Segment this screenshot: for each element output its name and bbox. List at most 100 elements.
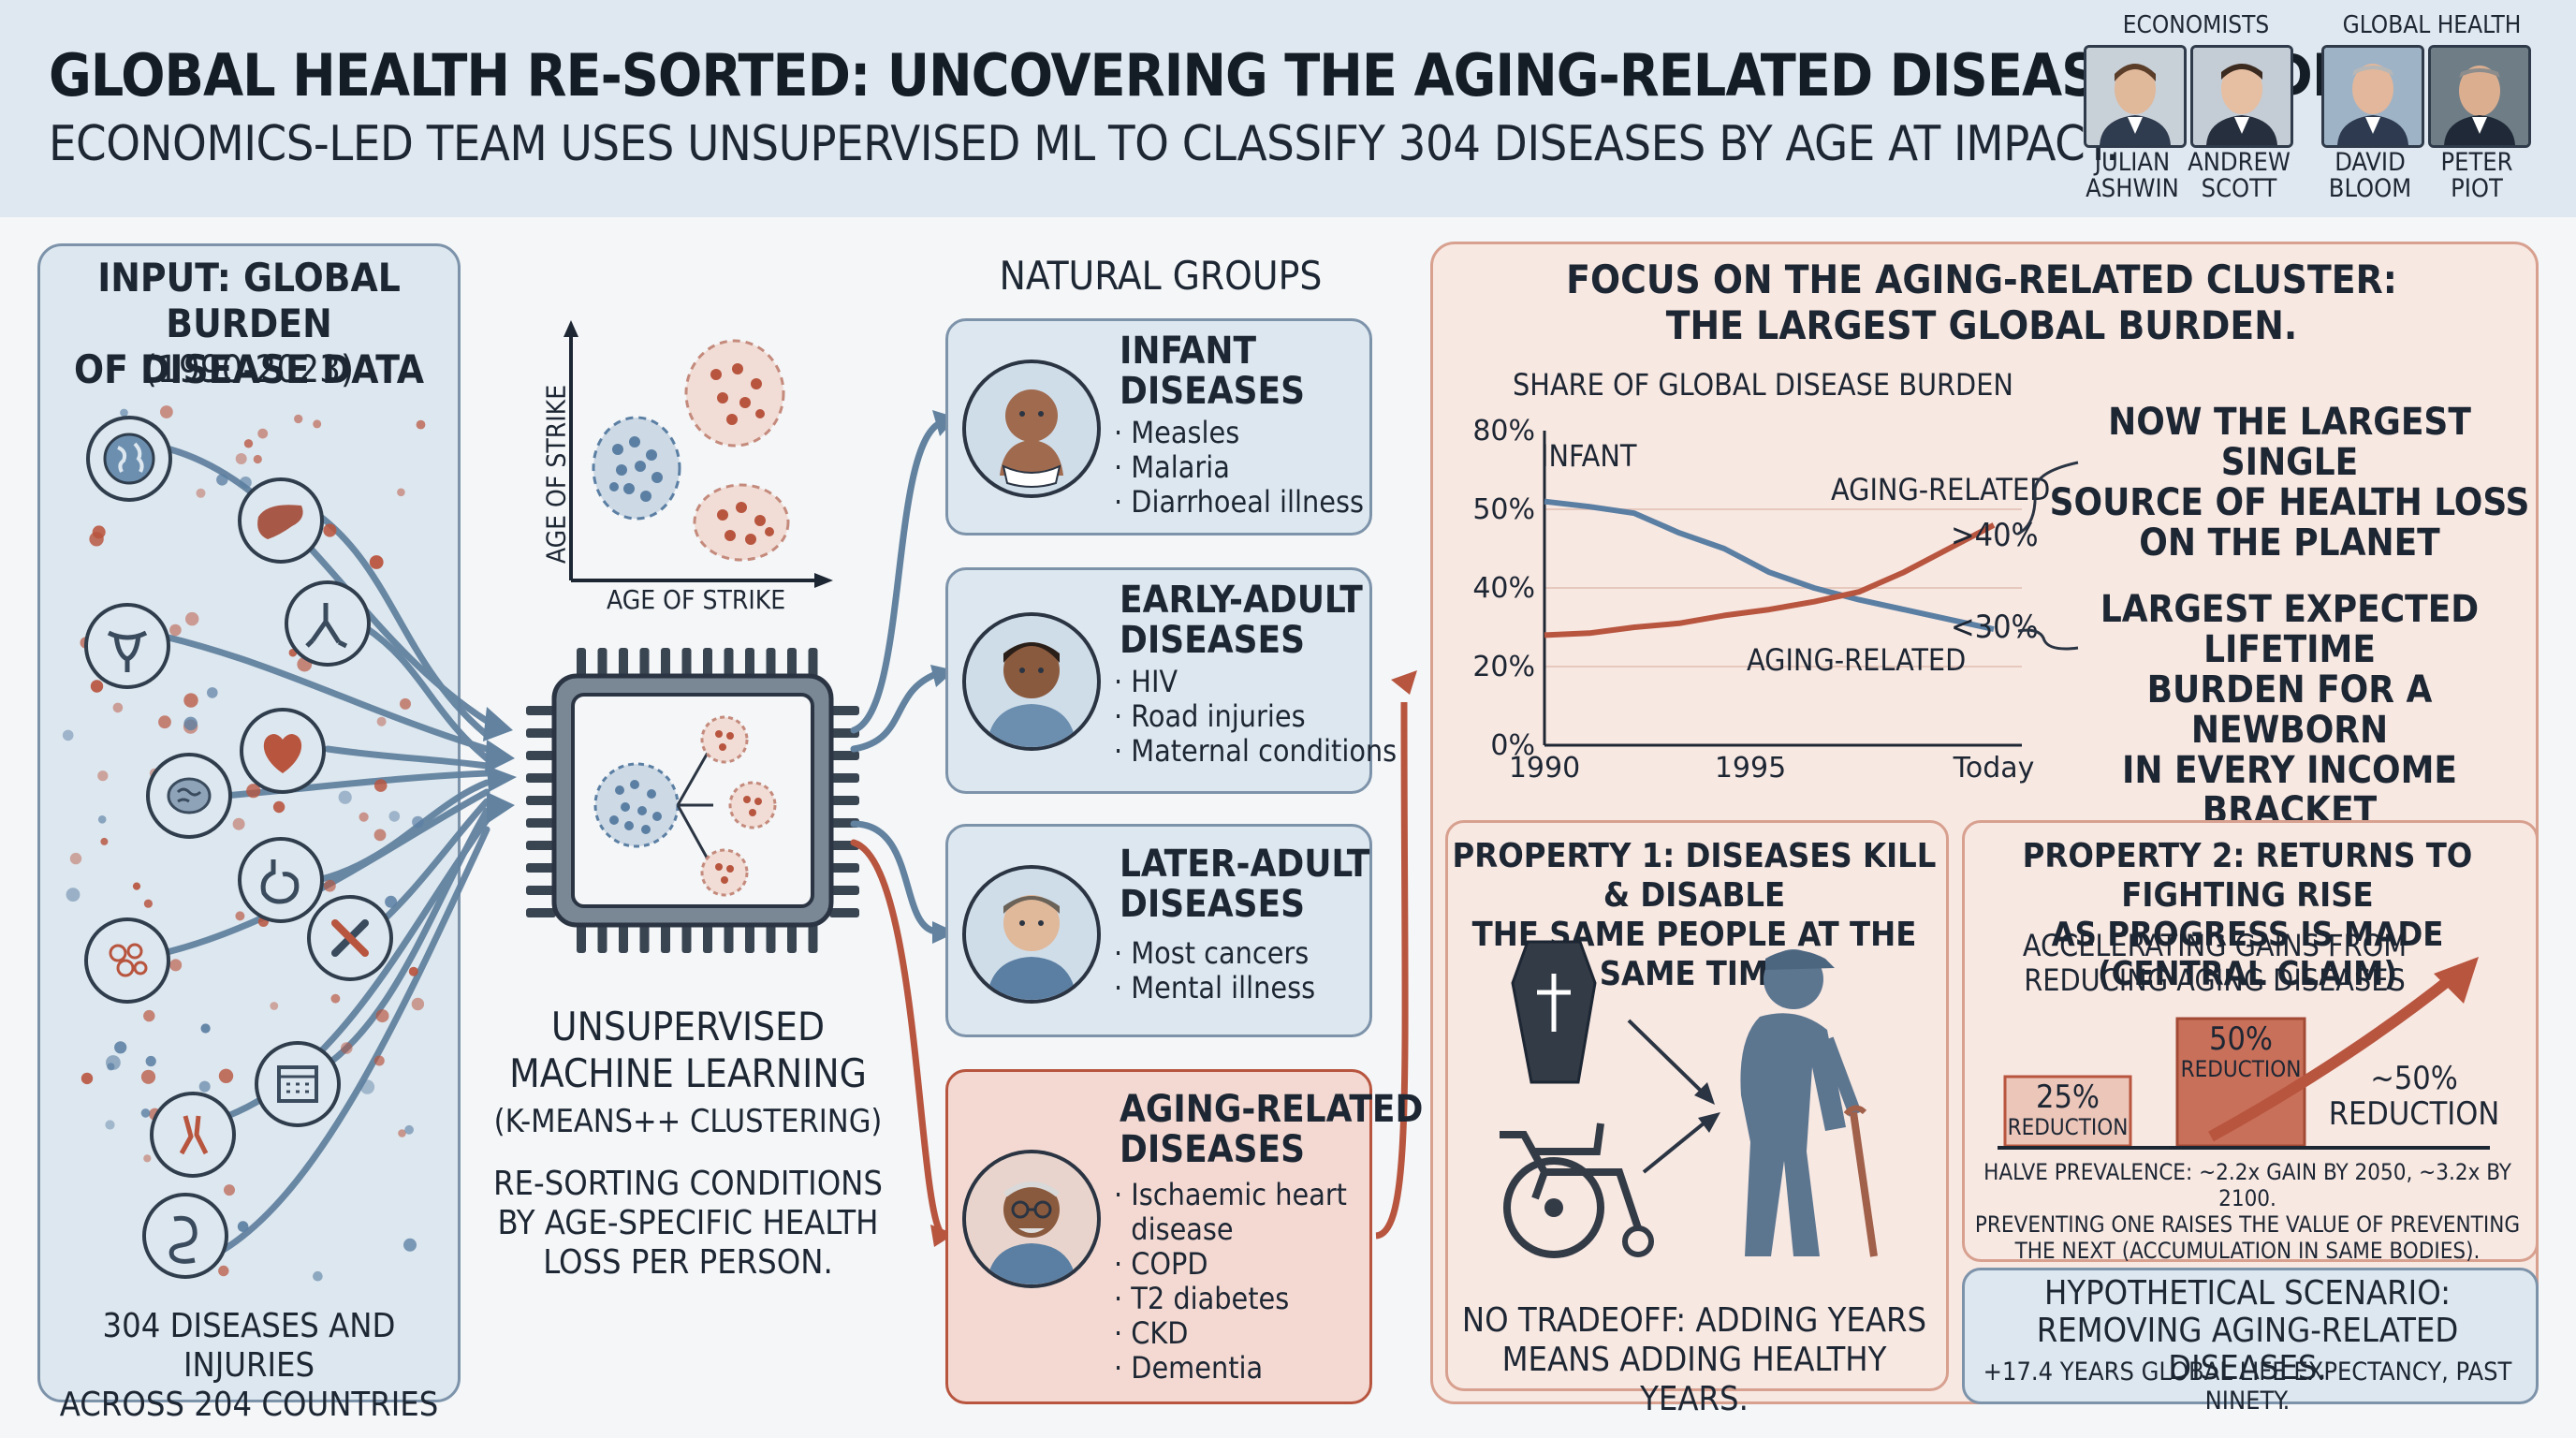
input-footer: 304 DISEASES AND INJURIES ACROSS 204 COUN… xyxy=(59,1307,439,1424)
age-scatter-plot xyxy=(564,320,833,588)
data-dot xyxy=(196,488,206,498)
input-years: (1990-2023) xyxy=(143,348,355,391)
data-dot xyxy=(183,716,198,731)
data-dot xyxy=(218,1068,234,1083)
series-label-infant: INFANT xyxy=(1541,438,1637,474)
accelerating-gains-graphic xyxy=(1998,957,2490,1150)
data-dot xyxy=(375,1009,389,1023)
group-label-economists: ECONOMISTS xyxy=(2122,11,2270,39)
data-dot xyxy=(272,800,285,814)
scenario-text: +17.4 YEARS GLOBAL LIFE EXPECTANCY, PAST… xyxy=(1983,1357,2512,1416)
infant-title: INFANT DISEASES xyxy=(1120,330,1306,413)
data-dot xyxy=(218,1265,229,1277)
ml-chip-graphic xyxy=(526,648,859,953)
group-label-global-health: GLOBAL HEALTH xyxy=(2342,11,2522,39)
scenario-card xyxy=(1962,1268,2539,1404)
series-label-aging-top: AGING-RELATED xyxy=(1831,472,2051,507)
data-dot xyxy=(373,829,387,842)
name-julian-ashwin: JULIAN ASHWIN xyxy=(2086,148,2179,203)
aging-avatar xyxy=(962,1150,1101,1288)
data-dot xyxy=(200,1023,211,1034)
globe-icon xyxy=(86,416,172,502)
y-tick-label: 0% xyxy=(1490,729,1535,762)
joint-icon xyxy=(150,1092,236,1178)
data-dot xyxy=(359,812,369,822)
group-flow-arrows xyxy=(850,410,1417,1247)
portrait-david-bloom xyxy=(2321,45,2424,148)
bar1-label: REDUCTION xyxy=(2007,1114,2129,1140)
data-dot xyxy=(62,729,74,741)
data-dot xyxy=(169,959,183,972)
data-dot xyxy=(183,693,198,708)
stomach-icon xyxy=(238,837,324,923)
data-dot xyxy=(313,419,322,429)
y-tick-label: 20% xyxy=(1472,651,1535,683)
property-2-card xyxy=(1962,820,2539,1262)
data-dot xyxy=(240,477,252,489)
name-peter-piot: PETER PIOT xyxy=(2440,148,2513,203)
data-dot xyxy=(411,997,425,1011)
data-dot xyxy=(235,911,245,921)
later-adult-items: · Most cancers · Mental illness xyxy=(1114,935,1316,1005)
heart-icon xyxy=(240,708,326,794)
ml-title: UNSUPERVISED MACHINE LEARNING xyxy=(509,1004,867,1096)
property-1-footer: NO TRADEOFF: ADDING YEARS MEANS ADDING HE… xyxy=(1461,1301,1927,1418)
data-dot xyxy=(323,523,337,537)
x-tick-label: Today xyxy=(1953,752,2035,785)
ml-subtitle: (K-MEANS++ CLUSTERING) xyxy=(493,1103,883,1140)
data-dot xyxy=(158,715,171,729)
ml-description: RE-SORTING CONDITIONS BY AGE-SPECIFIC HEA… xyxy=(493,1165,883,1282)
data-dot xyxy=(412,815,424,829)
series-label-aging-bottom: AGING-RELATED xyxy=(1747,642,1967,678)
data-dot xyxy=(140,1108,151,1118)
data-dot xyxy=(257,428,269,439)
chart-title: SHARE OF GLOBAL DISEASE BURDEN xyxy=(1513,367,2013,403)
data-dot xyxy=(132,882,141,890)
data-dot xyxy=(143,1009,155,1022)
early-adult-avatar xyxy=(962,612,1101,751)
brain-icon xyxy=(146,753,232,839)
property-2-subtitle: ACCELERATING GAINS FROM REDUCING AGING DI… xyxy=(2022,928,2408,998)
scenario-title: HYPOTHETICAL SCENARIO: REMOVING AGING-REL… xyxy=(2036,1274,2459,1387)
y-tick-label: 80% xyxy=(1472,415,1535,448)
aging-title: AGING-RELATED DISEASES xyxy=(1120,1088,1424,1171)
end-label-high: >40% xyxy=(1951,517,2039,554)
bar3-label: REDUCTION xyxy=(2328,1095,2500,1133)
series-line-0 xyxy=(1544,498,1995,633)
data-dot xyxy=(359,1079,375,1094)
page-title: GLOBAL HEALTH RE-SORTED: UNCOVERING THE … xyxy=(49,41,2409,110)
bar2-percent: 50% xyxy=(2209,1020,2273,1058)
property-1-title: PROPERTY 1: DISEASES KILL & DISABLE THE S… xyxy=(1452,837,1937,993)
property-2-note: HALVE PREVALENCE: ~2.2x GAIN BY 2050, ~3… xyxy=(1974,1159,2521,1264)
y-tick-label: 40% xyxy=(1472,572,1535,605)
data-dot xyxy=(105,1120,115,1130)
data-dot xyxy=(243,439,254,448)
early-adult-title: EARLY-ADULT DISEASES xyxy=(1120,579,1363,662)
data-dot xyxy=(207,687,218,698)
callout-connectors xyxy=(2017,461,2079,651)
data-dot xyxy=(253,454,262,464)
cells-icon xyxy=(84,917,170,1004)
property-1-illustration xyxy=(1500,940,1878,1258)
data-dot xyxy=(185,611,199,626)
x-tick-label: 1990 xyxy=(1509,752,1580,785)
wheelchair-icon xyxy=(1500,1123,1654,1258)
data-dot xyxy=(106,1055,121,1070)
calendar-icon xyxy=(255,1041,341,1127)
data-dot xyxy=(224,1184,235,1196)
data-dot xyxy=(385,895,398,908)
data-dot xyxy=(330,993,341,1004)
data-dot xyxy=(114,1041,127,1054)
early-adult-items: · HIV · Road injuries · Maternal conditi… xyxy=(1114,664,1398,769)
property-1-card xyxy=(1445,820,1949,1391)
data-dot xyxy=(341,1042,353,1054)
data-dot xyxy=(313,1270,323,1282)
intestine-icon xyxy=(142,1193,228,1279)
data-dot xyxy=(145,1055,156,1067)
bar-25-reduction xyxy=(2003,1075,2132,1148)
data-dot xyxy=(373,779,388,792)
later-adult-title: LATER-ADULT DISEASES xyxy=(1120,843,1370,926)
data-dot xyxy=(120,408,128,418)
data-dot xyxy=(112,702,124,713)
data-dot xyxy=(400,697,411,710)
